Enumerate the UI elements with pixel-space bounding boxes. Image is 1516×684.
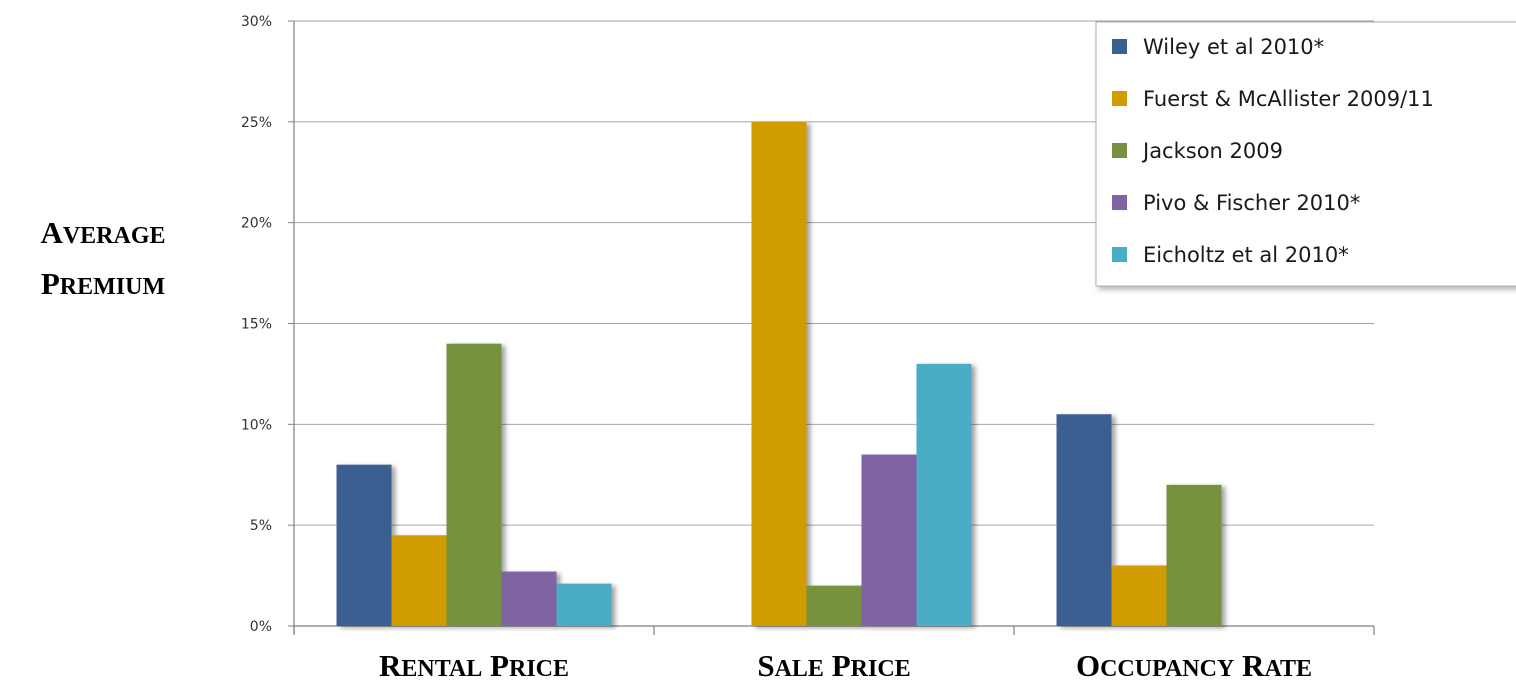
x-category-label-initial: R bbox=[1234, 648, 1265, 683]
y-axis-title-line-2: PREMIUM bbox=[41, 266, 165, 301]
x-category-label: SALE PRICE bbox=[757, 648, 910, 683]
x-category-label-initial: P bbox=[824, 648, 851, 683]
legend-label: Pivo & Fischer 2010* bbox=[1143, 191, 1360, 215]
y-axis-title-initial: P bbox=[41, 266, 60, 301]
y-tick-label: 10% bbox=[241, 417, 272, 433]
legend-box bbox=[1095, 21, 1516, 287]
y-axis-title-rest: REMIUM bbox=[60, 274, 165, 300]
legend-swatch bbox=[1112, 143, 1127, 158]
legend-swatch bbox=[1112, 39, 1127, 54]
y-tick-label: 25% bbox=[241, 115, 272, 131]
y-axis-title: AVERAGE PREMIUM bbox=[40, 215, 165, 301]
bar bbox=[916, 363, 972, 626]
x-category-label-initial: O bbox=[1076, 648, 1100, 683]
x-category-label: RENTAL PRICE bbox=[379, 648, 569, 683]
category-labels: RENTAL PRICE SALE PRICE OCCUPANCY RATE bbox=[379, 648, 1312, 683]
y-axis-title-rest: VERAGE bbox=[63, 223, 166, 249]
bar bbox=[501, 571, 557, 626]
legend-swatch bbox=[1112, 91, 1127, 106]
legend: Wiley et al 2010* Fuerst & McAllister 200… bbox=[1095, 21, 1516, 287]
x-category-label-rest: ATE bbox=[1264, 656, 1312, 682]
y-tick-label: 0% bbox=[250, 619, 272, 635]
y-tick-label: 20% bbox=[241, 216, 272, 232]
bar bbox=[806, 585, 862, 626]
y-tick-labels: 0% 5% 10% 15% 20% 25% 30% bbox=[241, 14, 272, 635]
bar bbox=[336, 464, 392, 626]
legend-swatch bbox=[1112, 195, 1127, 210]
y-axis-title-initial: A bbox=[40, 215, 63, 250]
legend-label: Wiley et al 2010* bbox=[1143, 35, 1324, 59]
legend-label: Fuerst & McAllister 2009/11 bbox=[1143, 87, 1434, 111]
bar bbox=[391, 535, 447, 626]
bar bbox=[556, 583, 612, 626]
x-category-label-initial: P bbox=[482, 648, 509, 683]
y-tick-label: 30% bbox=[241, 14, 272, 30]
bar bbox=[446, 343, 502, 626]
legend-label: Jackson 2009 bbox=[1141, 139, 1283, 163]
x-category-label-initial: R bbox=[379, 648, 402, 683]
y-tick-label: 5% bbox=[250, 518, 272, 534]
legend-label: Eicholtz et al 2010* bbox=[1143, 243, 1349, 267]
x-category-label-rest: ENTAL bbox=[401, 656, 482, 682]
bars bbox=[336, 121, 1222, 626]
x-category-label-initial: S bbox=[757, 648, 774, 683]
bar bbox=[1056, 414, 1112, 626]
x-category-label-rest: RICE bbox=[509, 656, 569, 682]
bar bbox=[1111, 565, 1167, 626]
bar bbox=[1166, 484, 1222, 626]
y-axis-title-line-1: AVERAGE bbox=[40, 215, 165, 250]
x-category-label-rest: CCUPANCY bbox=[1100, 656, 1234, 682]
x-category-label-rest: RICE bbox=[851, 656, 911, 682]
x-category-label: OCCUPANCY RATE bbox=[1076, 648, 1312, 683]
legend-swatch bbox=[1112, 247, 1127, 262]
x-category-label-rest: ALE bbox=[775, 656, 824, 682]
bar bbox=[861, 454, 917, 626]
bar bbox=[751, 121, 807, 626]
y-tick-label: 15% bbox=[241, 317, 272, 333]
